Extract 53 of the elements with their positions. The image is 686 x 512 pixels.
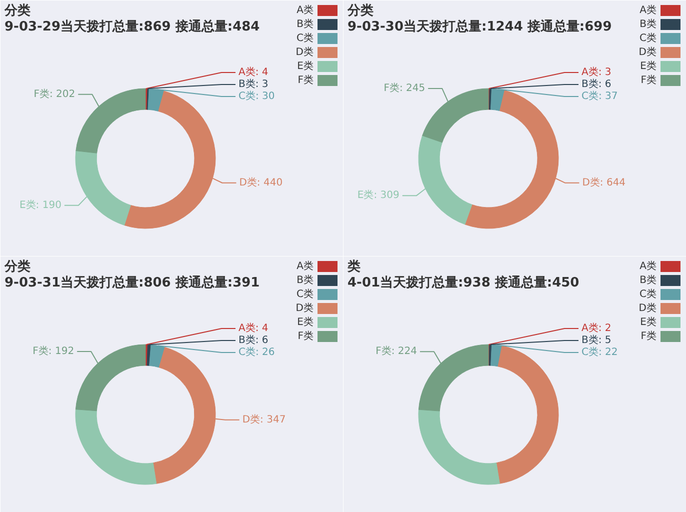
legend-label: D类	[638, 302, 657, 314]
data-label: F类: 202	[34, 88, 76, 100]
text: 4-01当天拨打总量:938 接通总量:450	[348, 274, 580, 290]
data-label: A类: 4	[238, 66, 268, 78]
data-label: E类: 190	[19, 198, 62, 211]
chart-title: 分类	[346, 4, 374, 18]
legend-label: B类	[296, 18, 314, 30]
legend-label: E类	[640, 60, 657, 72]
text: 9-03-31当天拨打总量:806 接通总量:391	[4, 274, 260, 290]
legend-label: E类	[297, 60, 314, 72]
data-label: C类: 22	[582, 346, 618, 358]
legend-label: B类	[640, 18, 657, 30]
legend-label: F类	[298, 74, 314, 86]
data-label: A类: 3	[582, 66, 612, 78]
legend-label: A类	[640, 260, 657, 272]
data-label: B类: 6	[238, 334, 268, 346]
data-label: D类: 347	[242, 413, 286, 426]
legend-label: A类	[296, 260, 314, 272]
data-label: F类: 192	[32, 344, 74, 357]
data-label: B类: 3	[238, 78, 268, 90]
legend-label: F类	[640, 330, 657, 342]
data-label: E类: 309	[357, 189, 400, 202]
legend-label: C类	[640, 288, 656, 300]
data-label: F类: 245	[384, 82, 426, 94]
data-label: B类: 6	[582, 78, 612, 90]
legend-label: A类	[296, 4, 314, 16]
legend-label: D类	[296, 46, 314, 58]
data-label: C类: 30	[238, 90, 275, 102]
legend-label: F类	[298, 330, 314, 342]
legend-label: D类	[638, 46, 657, 58]
data-label: B类: 5	[582, 334, 612, 346]
legend-label: C类	[296, 32, 314, 44]
legend-label: A类	[640, 4, 657, 16]
data-label: C类: 26	[238, 346, 275, 358]
legend-label: B类	[640, 274, 657, 286]
chart-title: 分类	[4, 4, 30, 18]
data-label: F类: 224	[376, 345, 417, 358]
legend-label: C类	[296, 288, 314, 300]
legend-label: D类	[296, 302, 314, 314]
legend-label: B类	[296, 274, 314, 286]
data-label: C类: 37	[582, 90, 618, 102]
legend-label: F类	[640, 74, 657, 86]
chart-title: 分类	[4, 260, 30, 274]
data-label: D类: 440	[239, 176, 283, 188]
text: 9-03-30当天拨打总量:1244 接通总量:699	[348, 18, 612, 34]
data-label: A类: 2	[582, 322, 612, 334]
legend-label: C类	[640, 32, 656, 44]
text: 9-03-29当天拨打总量:869 接通总量:484	[4, 18, 260, 34]
chart-title: 类	[346, 260, 360, 274]
data-label: A类: 4	[238, 322, 268, 334]
legend-label: E类	[640, 316, 657, 328]
data-label: D类: 644	[582, 176, 626, 188]
legend-label: E类	[297, 316, 314, 328]
